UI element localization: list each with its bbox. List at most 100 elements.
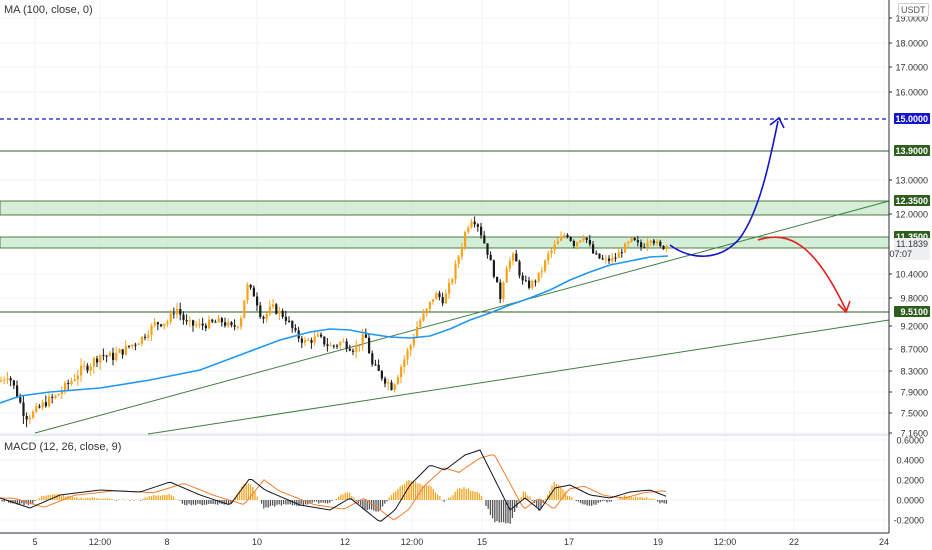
macd-tick-label: 0.4000 [896, 456, 924, 466]
candle-down [659, 241, 662, 246]
candle-down [121, 349, 124, 355]
candle-up [208, 319, 211, 329]
candle-down [332, 345, 335, 347]
price-tick-label: 8.3000 [900, 367, 928, 377]
candle-down [44, 402, 47, 407]
candle-down [185, 320, 188, 322]
candle-up [313, 336, 316, 343]
candle-up [246, 284, 249, 301]
ma-indicator-label[interactable]: MA (100, close, 0) [4, 4, 93, 16]
lower-trendline [147, 319, 890, 435]
candle-up [0, 380, 3, 382]
candle-up [540, 271, 543, 273]
candle-up [147, 335, 150, 338]
candle-down [67, 382, 70, 384]
candle-up [304, 340, 307, 343]
ma-line [0, 255, 669, 404]
price-label-box [894, 195, 930, 206]
candle-down [51, 396, 54, 398]
candle-down [134, 344, 137, 346]
candle-down [662, 245, 665, 250]
candle-up [28, 417, 31, 420]
candle-up [403, 359, 406, 367]
candle-up [83, 365, 86, 367]
candle-up [278, 310, 281, 314]
candle-down [102, 355, 105, 357]
candle-up [99, 355, 102, 363]
candle-up [176, 308, 179, 315]
candle-down [572, 240, 575, 246]
candle-down [112, 352, 115, 361]
price-tick-label: 8.7000 [900, 345, 928, 355]
candle-down [364, 334, 367, 338]
candle-up [457, 256, 460, 264]
candle-up [41, 402, 44, 408]
candle-down [16, 385, 19, 398]
candle-up [361, 334, 364, 346]
candle-up [64, 382, 67, 392]
candle-down [480, 226, 483, 236]
candle-down [86, 365, 89, 371]
candle-up [531, 281, 534, 288]
candle-down [377, 364, 380, 371]
candle-up [131, 344, 134, 347]
candle-down [524, 280, 527, 282]
macd-signal-line [0, 454, 667, 521]
candle-down [156, 322, 159, 325]
candle-down [25, 415, 28, 420]
candle-up [227, 322, 230, 326]
candle-up [217, 318, 220, 323]
candle-up [656, 241, 659, 244]
up-projection-arrow [669, 120, 779, 257]
macd-indicator-label[interactable]: MACD (12, 26, close, 9) [4, 441, 122, 453]
candle-down [182, 314, 185, 321]
candle-down [284, 316, 287, 321]
candle-up [419, 320, 422, 327]
candle-up [646, 242, 649, 248]
candle-up [425, 308, 428, 314]
candle-down [585, 237, 588, 240]
candle-down [12, 380, 15, 386]
candle-up [57, 394, 60, 396]
candle-down [441, 296, 444, 304]
candle-down [640, 242, 643, 248]
candle-up [265, 313, 268, 319]
candle-down [374, 364, 377, 366]
candle-down [348, 348, 351, 351]
candle-up [448, 282, 451, 294]
candle-up [48, 396, 51, 407]
candle-down [595, 253, 598, 255]
price-axis-bg [890, 0, 932, 550]
candle-up [630, 237, 633, 242]
candle-up [73, 379, 76, 381]
candle-up [576, 242, 579, 246]
candle-down [300, 338, 303, 343]
candle-up [268, 306, 271, 314]
trendlines [34, 200, 890, 435]
candle-down [588, 239, 591, 245]
candle-down [275, 304, 278, 314]
down-arrowhead [837, 300, 851, 314]
price-tick-label: 19.0000 [895, 14, 928, 24]
candle-down [566, 234, 569, 238]
candle-down [352, 350, 355, 352]
macd-tick-label: 0.2000 [896, 476, 924, 486]
candle-up [550, 250, 553, 254]
support-resistance-zones [0, 200, 890, 249]
candle-up [272, 304, 275, 307]
moving-average-line [0, 255, 669, 404]
candle-up [508, 260, 511, 269]
candle-up [505, 268, 508, 283]
candle-down [569, 237, 572, 241]
time-tick-label: 8 [164, 537, 169, 547]
candle-down [384, 378, 387, 384]
candle-up [604, 258, 607, 260]
candle-up [416, 326, 419, 338]
currency-badge[interactable]: USDT [898, 3, 929, 17]
candle-down [294, 328, 297, 331]
candle-down [224, 322, 227, 326]
candle-up [54, 395, 57, 398]
candle-down [204, 325, 207, 329]
candle-up [140, 336, 143, 344]
